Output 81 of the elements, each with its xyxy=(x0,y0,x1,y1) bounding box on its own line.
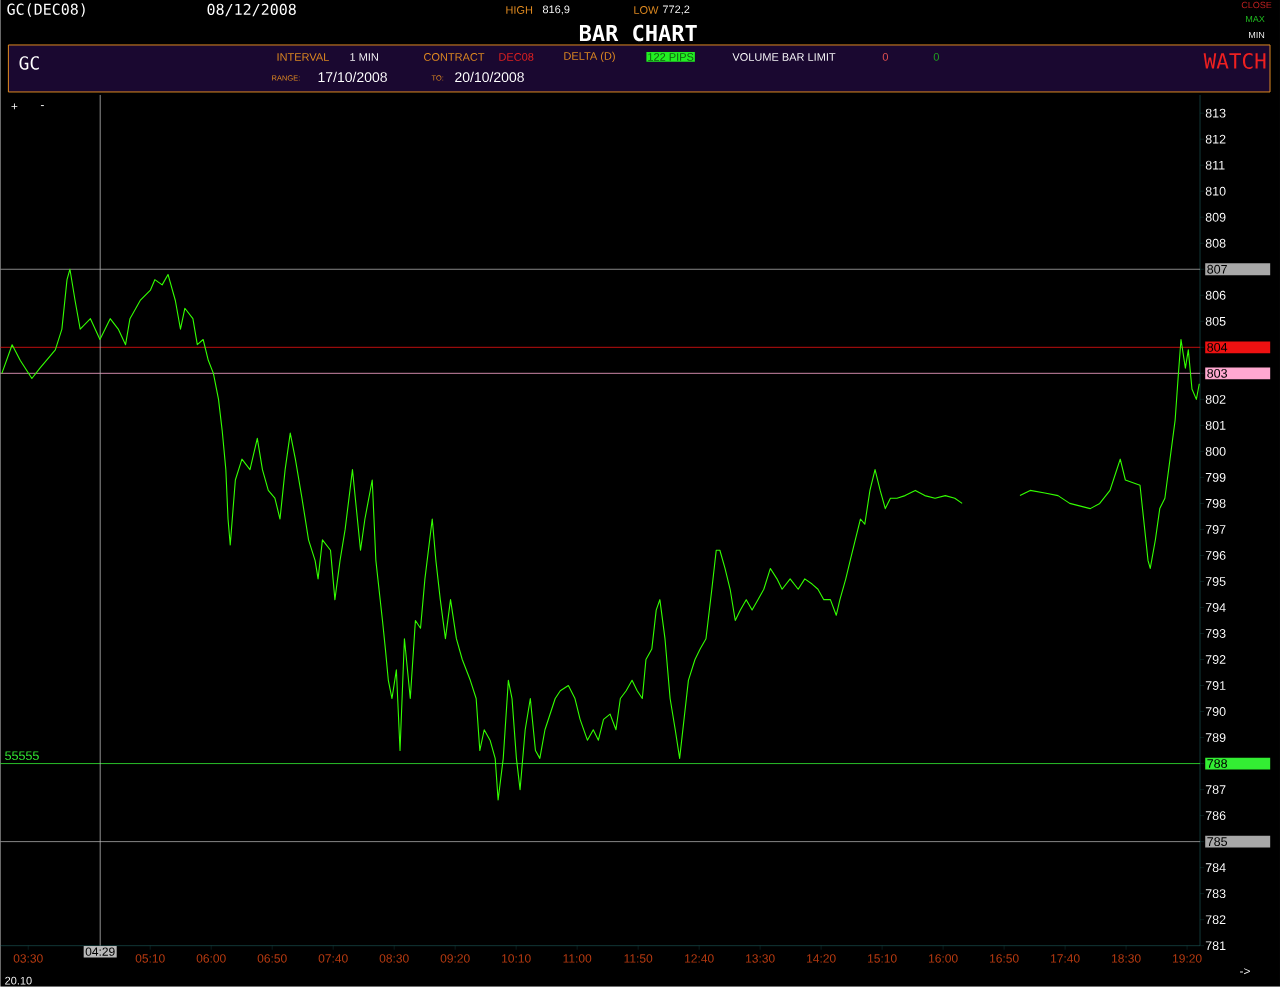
text: DEC08 xyxy=(499,53,534,62)
y-tick-label: 798 xyxy=(1205,499,1226,508)
text: CONTRACT xyxy=(424,53,485,62)
y-tick-label: 813 xyxy=(1205,108,1226,118)
text: 816,9 xyxy=(542,5,570,15)
x-tick-label: 19:20 xyxy=(1172,954,1202,963)
text: 17/10/2008 xyxy=(318,71,387,83)
y-tick-label: 795 xyxy=(1205,577,1226,587)
text: VOLUME BAR LIMIT xyxy=(732,53,836,62)
y-tick-label: 793 xyxy=(1205,629,1226,639)
y-tick-label: 791 xyxy=(1205,681,1226,691)
y-tick-label: 809 xyxy=(1205,212,1226,222)
x-tick-label: 03:30 xyxy=(13,954,43,963)
y-tick-label: 812 xyxy=(1205,134,1226,144)
text: DELTA (D) xyxy=(564,52,615,63)
y-tick-label: 811 xyxy=(1205,160,1225,170)
text: GC(DEC08) xyxy=(7,3,85,17)
y-tick-label: 797 xyxy=(1205,525,1226,535)
text: 122 PIPS xyxy=(648,53,694,62)
y-tick-label: 786 xyxy=(1205,811,1226,821)
y-tick-label: 810 xyxy=(1205,186,1226,196)
x-tick-label: 16:00 xyxy=(929,954,958,963)
y-tick-label: 808 xyxy=(1205,238,1226,248)
y-tick-label: 801 xyxy=(1205,421,1226,430)
x-tick-label: 05:10 xyxy=(135,954,165,963)
annotation: + xyxy=(11,103,18,110)
text: INTERVAL xyxy=(277,53,329,61)
y-tick-label: 800 xyxy=(1205,447,1226,456)
y-tick-label: 803 xyxy=(1207,369,1228,378)
y-tick-label: 788 xyxy=(1207,759,1228,769)
y-tick-label: 802 xyxy=(1205,395,1226,404)
text: 20/10/2008 xyxy=(455,71,524,83)
x-tick-label: 10:10 xyxy=(502,954,531,963)
x-tick-label: 11:00 xyxy=(563,954,592,963)
y-tick-label: 789 xyxy=(1205,733,1226,743)
y-tick-label: 805 xyxy=(1205,317,1226,326)
text: GC xyxy=(19,56,39,70)
ref-line-label: 04:29 xyxy=(85,947,115,957)
text: MAX xyxy=(1246,16,1265,23)
x-tick-label: 15:10 xyxy=(868,954,897,963)
y-tick-label: 783 xyxy=(1205,889,1226,899)
text: MIN xyxy=(1249,32,1265,39)
x-tick-label: 09:20 xyxy=(440,954,470,963)
text: 0 xyxy=(933,53,939,62)
x-tick-label: 12:40 xyxy=(685,954,714,963)
text: WATCH xyxy=(1203,53,1266,70)
annotation: - xyxy=(40,105,44,107)
x-tick-label: 16:50 xyxy=(990,954,1019,963)
y-tick-label: 796 xyxy=(1205,551,1226,561)
text: LOW xyxy=(634,6,659,15)
x-tick-label: 06:00 xyxy=(196,954,226,963)
text: 772,2 xyxy=(662,5,690,15)
x-tick-label: 08:30 xyxy=(379,954,409,963)
y-tick-label: 790 xyxy=(1205,707,1226,717)
y-tick-label: 781 xyxy=(1205,941,1226,951)
text: 08/12/2008 xyxy=(207,3,296,17)
y-tick-label: 794 xyxy=(1205,603,1226,613)
y-tick-label: 792 xyxy=(1205,655,1226,665)
y-tick-label: 782 xyxy=(1205,915,1226,925)
x-tick-label: 07:40 xyxy=(318,954,348,963)
x-tick-label: 11:50 xyxy=(624,954,653,963)
text: HIGH xyxy=(506,6,533,15)
y-tick-label: 804 xyxy=(1207,343,1228,352)
chart-title: BAR CHART xyxy=(579,24,697,42)
x-tick-label: 17:40 xyxy=(1051,954,1080,963)
text: 20.10 xyxy=(5,976,32,985)
x-tick-label: 06:50 xyxy=(257,954,287,963)
text: CLOSE xyxy=(1241,1,1272,9)
annotation: 55555 xyxy=(5,751,39,761)
x-tick-label: 18:30 xyxy=(1111,954,1141,963)
y-tick-label: 784 xyxy=(1205,863,1226,873)
y-tick-label: 807 xyxy=(1207,265,1227,274)
text: 1 MIN xyxy=(350,53,378,61)
y-tick-label: 806 xyxy=(1205,291,1226,300)
x-tick-label: 13:30 xyxy=(746,954,775,963)
y-tick-label: 785 xyxy=(1207,837,1228,847)
text: -> xyxy=(1240,968,1250,975)
y-tick-label: 787 xyxy=(1205,785,1226,795)
text: 0 xyxy=(882,53,888,62)
x-tick-label: 14:20 xyxy=(807,954,836,963)
y-tick-label: 799 xyxy=(1205,473,1226,482)
